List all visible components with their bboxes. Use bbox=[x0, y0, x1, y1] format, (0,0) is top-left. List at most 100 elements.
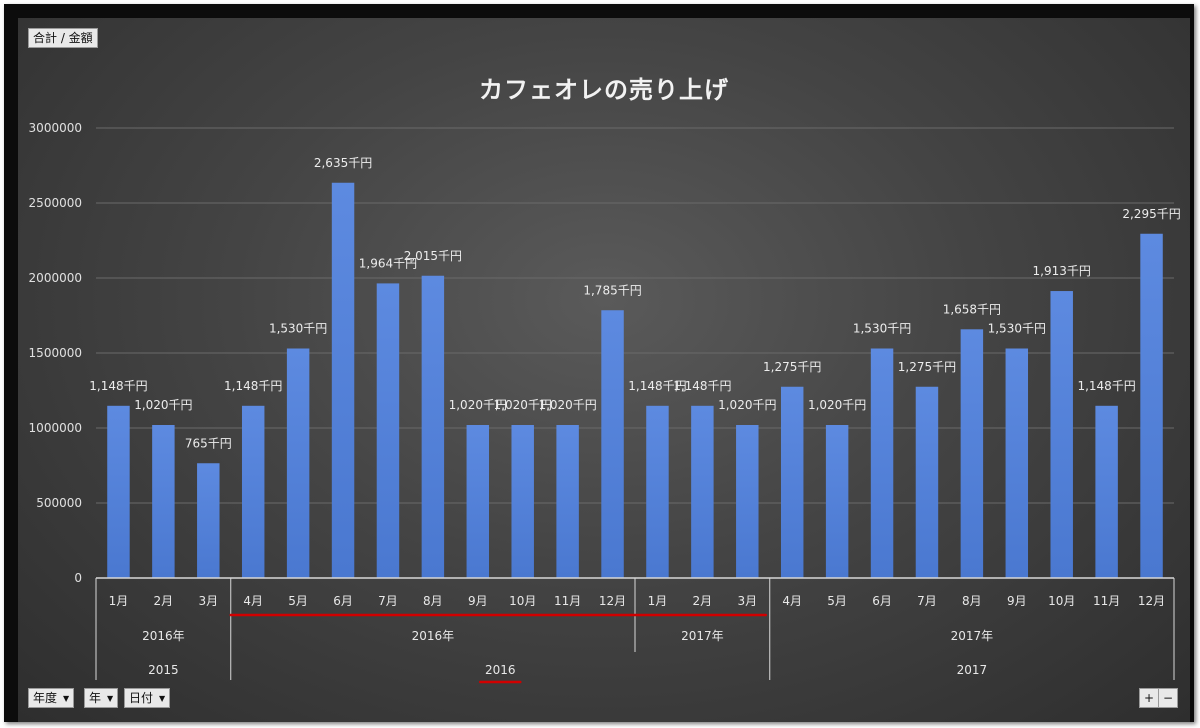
x-group-label-level2: 2017年 bbox=[951, 629, 994, 643]
bar bbox=[1140, 233, 1163, 578]
filter-label: 日付 bbox=[129, 691, 154, 705]
collapse-field-button[interactable]: − bbox=[1158, 688, 1179, 708]
data-label: 1,530千円 bbox=[269, 322, 327, 336]
x-tick-label: 12月 bbox=[599, 594, 626, 608]
data-label: 1,020千円 bbox=[494, 398, 552, 412]
dropdown-arrow-icon: ▼ bbox=[107, 693, 114, 703]
bar bbox=[376, 283, 400, 578]
x-tick-label: 11月 bbox=[1093, 594, 1120, 608]
filter-button-date[interactable]: 日付 ▼ bbox=[124, 688, 171, 708]
data-label: 1,020千円 bbox=[538, 398, 596, 412]
bar bbox=[601, 310, 624, 578]
value-field-button[interactable]: 合計 / 金額 bbox=[28, 28, 98, 48]
x-tick-label: 12月 bbox=[1138, 594, 1165, 608]
bar bbox=[1095, 405, 1118, 578]
bar bbox=[421, 275, 445, 578]
chart-area: 合計 / 金額 カフェオレの売り上げ 0 500000 1000000 1500000… bbox=[18, 18, 1190, 722]
filter-label: 年 bbox=[89, 691, 102, 705]
data-label: 1,275千円 bbox=[898, 360, 956, 374]
x-tick-label: 3月 bbox=[737, 594, 757, 608]
chart-title: カフェオレの売り上げ bbox=[479, 76, 729, 104]
x-tick-label: 8月 bbox=[962, 594, 982, 608]
data-label: 1,913千円 bbox=[1033, 264, 1091, 278]
x-tick-label: 1月 bbox=[109, 594, 129, 608]
data-label: 2,635千円 bbox=[314, 156, 372, 170]
dropdown-arrow-icon: ▼ bbox=[63, 693, 70, 703]
data-label: 1,530千円 bbox=[988, 322, 1046, 336]
x-tick-label: 4月 bbox=[782, 594, 802, 608]
bar bbox=[331, 182, 355, 578]
bar bbox=[107, 405, 130, 578]
bar bbox=[286, 348, 310, 578]
bar bbox=[511, 425, 534, 578]
x-group-label-level2: 2017年 bbox=[681, 629, 724, 643]
bar bbox=[466, 425, 490, 578]
data-label: 1,020千円 bbox=[718, 398, 776, 412]
expand-field-button[interactable]: + bbox=[1139, 688, 1160, 708]
y-tick-label: 2000000 bbox=[29, 271, 82, 285]
bar bbox=[646, 405, 669, 578]
x-tick-label: 9月 bbox=[1007, 594, 1027, 608]
chart-plot: 0 500000 1000000 1500000 2000000 2500000 30000… bbox=[29, 121, 1181, 684]
filter-button-fiscal-year[interactable]: 年度 ▼ bbox=[28, 688, 75, 708]
bar bbox=[152, 425, 175, 578]
x-group-label-level2: 2016年 bbox=[142, 629, 185, 643]
filter-label: 年度 bbox=[33, 691, 58, 705]
filter-button-year[interactable]: 年 ▼ bbox=[84, 688, 119, 708]
data-label: 1,020千円 bbox=[134, 398, 192, 412]
bar bbox=[915, 386, 939, 578]
x-tick-label: 10月 bbox=[509, 594, 536, 608]
y-tick-label: 1500000 bbox=[29, 346, 82, 360]
data-label: 1,275千円 bbox=[763, 360, 821, 374]
dropdown-arrow-icon: ▼ bbox=[159, 693, 166, 703]
x-tick-label: 6月 bbox=[872, 594, 892, 608]
data-label: 2,015千円 bbox=[404, 249, 462, 263]
x-tick-label: 9月 bbox=[468, 594, 488, 608]
x-group-label-level2: 2016年 bbox=[412, 629, 455, 643]
data-label: 1,964千円 bbox=[359, 256, 417, 270]
chart-frame: 合計 / 金額 カフェオレの売り上げ 0 500000 1000000 1500000… bbox=[4, 4, 1194, 722]
x-tick-label: 6月 bbox=[333, 594, 353, 608]
x-tick-label: 1月 bbox=[648, 594, 668, 608]
data-label: 1,148千円 bbox=[673, 379, 731, 393]
bar bbox=[870, 348, 894, 578]
x-tick-label: 10月 bbox=[1048, 594, 1075, 608]
bar bbox=[241, 405, 265, 578]
data-label: 1,020千円 bbox=[449, 398, 507, 412]
x-tick-label: 2月 bbox=[154, 594, 174, 608]
bar bbox=[691, 405, 714, 578]
bar bbox=[1050, 291, 1073, 578]
bar bbox=[556, 425, 579, 578]
x-group-label-level3: 2016 bbox=[485, 663, 516, 677]
bar bbox=[1005, 348, 1029, 578]
data-label: 1,020千円 bbox=[808, 398, 866, 412]
x-tick-label: 5月 bbox=[827, 594, 847, 608]
y-tick-label: 2500000 bbox=[29, 196, 82, 210]
x-tick-label: 7月 bbox=[378, 594, 398, 608]
bar bbox=[960, 329, 984, 578]
data-label: 1,530千円 bbox=[853, 322, 911, 336]
y-tick-label: 500000 bbox=[36, 496, 82, 510]
x-tick-label: 5月 bbox=[288, 594, 308, 608]
x-tick-label: 4月 bbox=[243, 594, 263, 608]
data-label: 765千円 bbox=[185, 436, 232, 450]
x-group-label-level3: 2015 bbox=[148, 663, 179, 677]
data-label: 1,785千円 bbox=[583, 283, 641, 297]
data-label: 1,148千円 bbox=[89, 379, 147, 393]
x-tick-label: 11月 bbox=[554, 594, 581, 608]
x-tick-label: 8月 bbox=[423, 594, 443, 608]
bar bbox=[825, 425, 849, 578]
bar bbox=[197, 463, 220, 578]
data-label: 1,148千円 bbox=[628, 379, 686, 393]
y-tick-label: 0 bbox=[74, 571, 82, 585]
data-label: 1,148千円 bbox=[224, 379, 282, 393]
data-label: 2,295千円 bbox=[1122, 207, 1180, 221]
y-tick-label: 1000000 bbox=[29, 421, 82, 435]
bar bbox=[736, 425, 759, 578]
x-tick-label: 3月 bbox=[198, 594, 218, 608]
x-tick-label: 7月 bbox=[917, 594, 937, 608]
y-tick-label: 3000000 bbox=[29, 121, 82, 135]
x-tick-label: 2月 bbox=[693, 594, 713, 608]
bar bbox=[780, 386, 804, 578]
data-label: 1,658千円 bbox=[943, 302, 1001, 316]
